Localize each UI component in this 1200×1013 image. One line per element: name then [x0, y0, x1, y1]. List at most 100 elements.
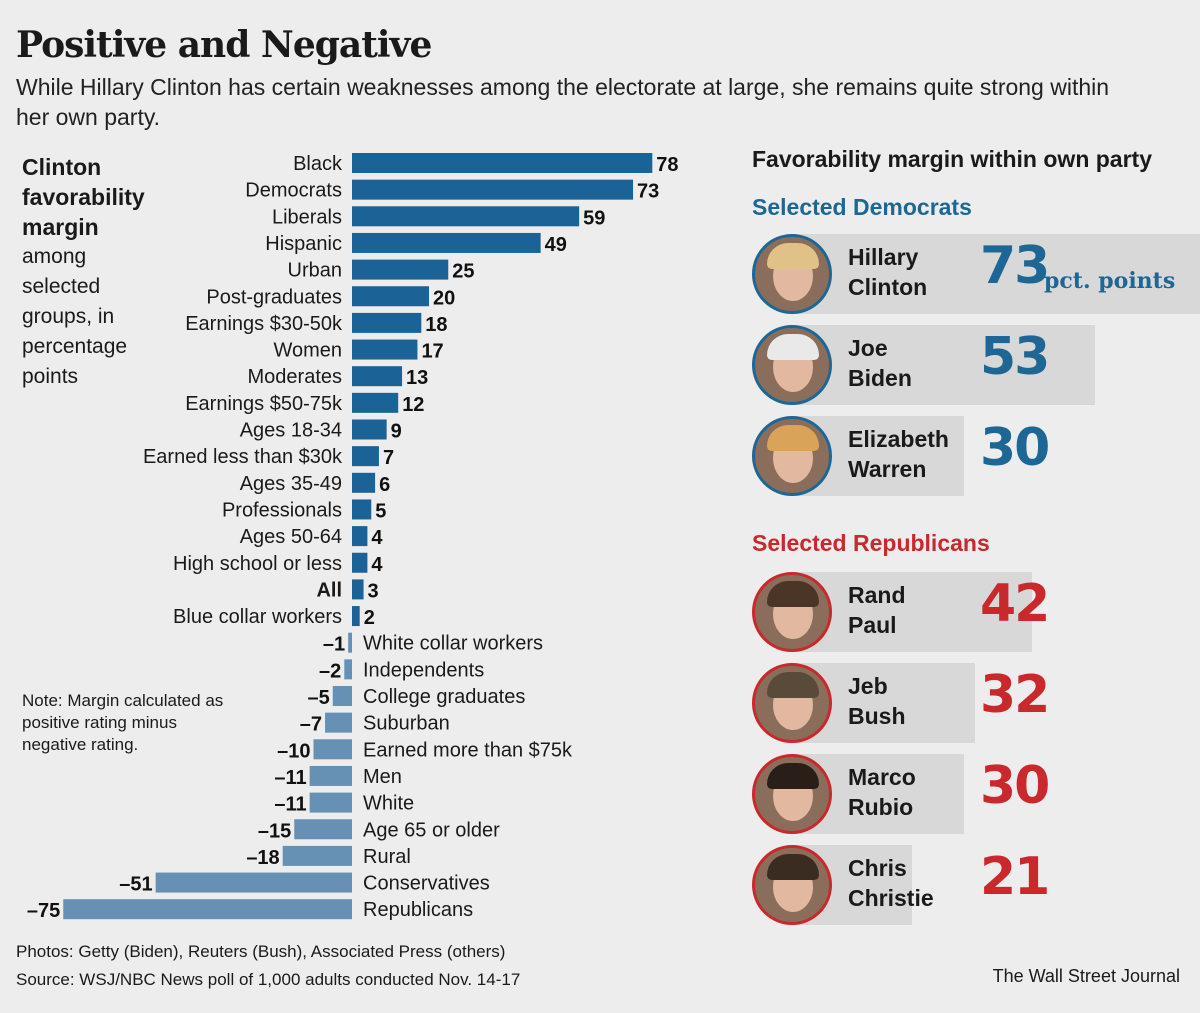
bar-16	[352, 579, 364, 600]
category-label-17: Blue collar workers	[173, 606, 342, 628]
category-label-20: College graduates	[363, 686, 525, 708]
photo-hair	[767, 763, 819, 789]
chart-title: Positive and Negative	[16, 24, 432, 66]
value-label-16: 3	[368, 580, 379, 602]
candidate-first-name: Rand	[848, 582, 906, 608]
candidate-value: 73	[980, 236, 1050, 296]
bar-19	[344, 659, 352, 680]
side-label-line-3: margin	[22, 214, 99, 240]
bar-15	[352, 552, 368, 573]
candidate-value: 30	[980, 756, 1050, 816]
candidate-photo	[752, 416, 832, 496]
value-label-8: 13	[406, 367, 428, 389]
side-label-line-1: Clinton	[22, 154, 102, 180]
photo-hair	[767, 672, 819, 698]
candidate-name: Marco Rubio	[848, 762, 978, 822]
category-label-27: Conservatives	[363, 873, 490, 895]
candidate-photo	[752, 754, 832, 834]
candidate-last-name: Bush	[848, 703, 906, 729]
value-label-15: 4	[371, 554, 383, 576]
category-label-24: White	[363, 793, 414, 815]
photo-hair	[767, 854, 819, 880]
value-label-23: –11	[274, 767, 306, 789]
bar-3	[352, 232, 541, 253]
value-label-24: –11	[274, 794, 306, 816]
candidate-value: 53	[980, 327, 1050, 387]
value-label-11: 7	[383, 447, 394, 469]
value-label-9: 12	[402, 394, 424, 416]
rep-heading: Selected Republicans	[752, 530, 990, 556]
bar-28	[63, 899, 352, 920]
value-label-0: 78	[656, 154, 678, 176]
candidate-bar	[792, 572, 1033, 652]
category-label-21: Suburban	[363, 713, 450, 735]
category-label-25: Age 65 or older	[363, 819, 500, 841]
candidate-value: 42	[980, 574, 1050, 634]
candidate-first-name: Joe	[848, 335, 888, 361]
category-label-7: Women	[273, 340, 342, 362]
candidate-name: Joe Biden	[848, 333, 978, 393]
bar-9	[352, 392, 399, 413]
candidate-last-name: Christie	[848, 885, 934, 911]
bar-24	[309, 792, 352, 813]
bar-25	[294, 819, 352, 840]
candidate-first-name: Marco	[848, 764, 916, 790]
side-label: Clinton favorability margin among select…	[22, 152, 162, 392]
bar-6	[352, 312, 422, 333]
category-label-1: Democrats	[245, 180, 342, 202]
category-label-22: Earned more than $75k	[363, 739, 573, 761]
category-label-15: High school or less	[173, 553, 342, 575]
bar-20	[332, 686, 352, 706]
unit-label: pct. points	[1044, 268, 1176, 294]
category-label-9: Earnings $50-75k	[185, 393, 343, 415]
value-label-21: –7	[300, 714, 322, 736]
category-label-18: White collar workers	[363, 633, 543, 655]
category-label-26: Rural	[363, 846, 411, 868]
category-label-10: Ages 18-34	[240, 420, 342, 442]
category-label-11: Earned less than $30k	[143, 446, 343, 468]
candidate-last-name: Clinton	[848, 274, 928, 300]
side-label-bold: Clinton favorability margin	[22, 152, 162, 242]
photo-credit: Photos: Getty (Biden), Reuters (Bush), A…	[16, 942, 506, 961]
bar-14	[352, 526, 368, 547]
candidate-first-name: Chris	[848, 855, 907, 881]
value-label-14: 4	[371, 527, 383, 549]
photo-hair	[767, 581, 819, 607]
candidate-last-name: Paul	[848, 612, 897, 638]
bar-0	[352, 153, 653, 173]
candidate-name: Rand Paul	[848, 580, 978, 640]
value-label-2: 59	[583, 207, 605, 229]
photo-hair	[767, 425, 819, 451]
bar-23	[309, 765, 352, 786]
category-label-13: Professionals	[222, 499, 342, 521]
bar-27	[155, 872, 352, 893]
credits: Photos: Getty (Biden), Reuters (Bush), A…	[16, 938, 520, 994]
chart-subtitle: While Hillary Clinton has certain weakne…	[16, 74, 1110, 130]
value-label-7: 17	[421, 341, 443, 363]
bar-4	[352, 259, 449, 280]
candidate-first-name: Hillary	[848, 244, 919, 270]
category-label-6: Earnings $30-50k	[185, 313, 343, 335]
photo-hair	[767, 334, 819, 360]
bar-1	[352, 179, 634, 200]
category-label-28: Republicans	[363, 899, 473, 921]
bar-12	[352, 472, 376, 493]
candidate-photo	[752, 845, 832, 925]
candidate-value: 21	[980, 847, 1050, 907]
category-label-16: All	[316, 579, 342, 601]
candidate-name: Elizabeth Warren	[848, 424, 978, 484]
category-label-12: Ages 35-49	[240, 473, 342, 495]
bar-5	[352, 286, 429, 307]
bar-2	[352, 206, 580, 227]
chart-note: Note: Margin calculated as positive rati…	[22, 691, 224, 754]
candidate-first-name: Jeb	[848, 673, 888, 699]
value-label-12: 6	[379, 474, 390, 496]
candidate-photo	[752, 663, 832, 743]
bar-10	[352, 419, 387, 440]
candidate-name: Chris Christie	[848, 853, 978, 913]
candidate-bar	[792, 325, 1096, 405]
category-label-2: Liberals	[272, 206, 342, 228]
value-label-5: 20	[433, 287, 455, 309]
photo-hair	[767, 243, 819, 269]
